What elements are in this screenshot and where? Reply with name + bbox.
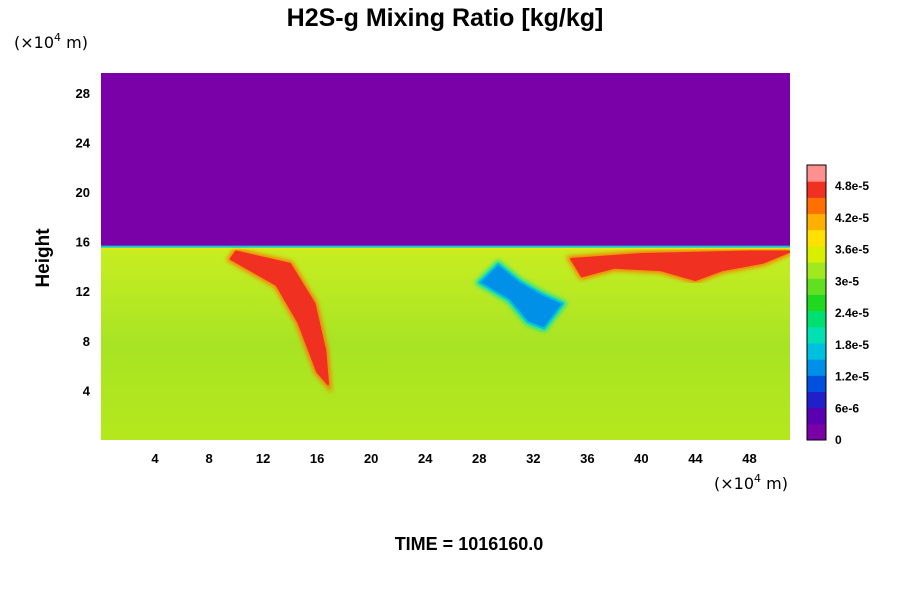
region-upper-layer	[101, 73, 790, 247]
colorbar-tick-label: 4.2e-5	[835, 211, 869, 225]
x-unit-exponent: 4	[754, 472, 761, 485]
colorbar-band	[807, 407, 826, 425]
colorbar-tick-label: 4.8e-5	[835, 179, 869, 193]
y-tick-label: 8	[83, 334, 90, 349]
colorbar-band	[807, 294, 826, 312]
x-tick-label: 40	[634, 451, 648, 466]
x-tick-label: 32	[526, 451, 540, 466]
x-tick-label: 12	[256, 451, 270, 466]
colorbar-tick-label: 0	[835, 433, 842, 447]
x-tick-label: 4	[151, 451, 159, 466]
x-tick-label: 48	[742, 451, 756, 466]
x-tick-label: 16	[310, 451, 324, 466]
colorbar-frame	[806, 164, 827, 441]
colorbar-tick-label: 3.6e-5	[835, 243, 869, 257]
time-label: TIME = 1016160.0	[395, 534, 544, 554]
y-tick-label: 28	[76, 86, 90, 101]
x-tick-label: 36	[580, 451, 594, 466]
region-lower-layer	[101, 246, 790, 440]
region-right-high-lens	[570, 250, 790, 282]
y-axis-unit: (×104 m)	[14, 31, 88, 52]
colorbar-band	[807, 197, 826, 215]
colorbar-band	[807, 229, 826, 247]
colorbar-band	[807, 375, 826, 392]
colorbar-band	[807, 245, 826, 263]
x-tick-label: 28	[472, 451, 486, 466]
y-tick-label: 16	[76, 235, 90, 250]
x-unit-suffix: m)	[761, 474, 788, 493]
colorbar	[806, 164, 827, 441]
y-axis-ticks: 4 8 12 16 20 24 28	[76, 86, 91, 399]
chart-title: H2S-g Mixing Ratio [kg/kg]	[287, 4, 604, 32]
colorbar-band	[807, 326, 826, 344]
x-unit-prefix: (×10	[714, 474, 754, 493]
colorbar-band	[807, 423, 826, 441]
colorbar-tick-label: 2.4e-5	[835, 306, 869, 320]
plot-area	[101, 73, 790, 440]
colorbar-band	[807, 181, 826, 198]
y-tick-label: 4	[83, 383, 91, 398]
colorbar-tick-label: 1.8e-5	[835, 338, 869, 352]
colorbar-ticks: 0 6e-6 1.2e-5 1.8e-5 2.4e-5 3e-5 3.6e-5 4.2e-5 4…	[835, 179, 869, 447]
colorbar-band	[807, 342, 826, 360]
colorbar-band	[807, 262, 826, 279]
y-tick-label: 20	[76, 185, 90, 200]
y-unit-prefix: (×10	[14, 33, 54, 52]
y-unit-exponent: 4	[54, 31, 61, 44]
colorbar-tick-label: 3e-5	[835, 274, 859, 288]
y-tick-label: 12	[76, 284, 90, 299]
x-tick-label: 24	[418, 451, 433, 466]
x-axis-ticks: 4 8 12 16 20 24 28 32 36 40 44 48	[151, 451, 756, 466]
y-unit-suffix: m)	[61, 33, 88, 52]
colorbar-band	[807, 213, 826, 231]
colorbar-band	[807, 278, 826, 295]
y-tick-label: 24	[76, 135, 91, 150]
region-center-low-tongue	[478, 262, 564, 330]
x-tick-label: 44	[688, 451, 703, 466]
region-left-high-plume	[229, 250, 329, 386]
colorbar-tick-label: 1.2e-5	[835, 370, 869, 384]
colorbar-band	[807, 165, 826, 182]
x-tick-label: 20	[364, 451, 378, 466]
colorbar-band	[807, 359, 826, 376]
colorbar-tick-label: 6e-6	[835, 401, 859, 415]
colorbar-band	[807, 310, 826, 328]
x-axis-unit: (×104 m)	[714, 472, 788, 493]
colorbar-band	[807, 391, 826, 409]
x-tick-label: 8	[205, 451, 212, 466]
y-axis-label: Height	[33, 228, 54, 288]
